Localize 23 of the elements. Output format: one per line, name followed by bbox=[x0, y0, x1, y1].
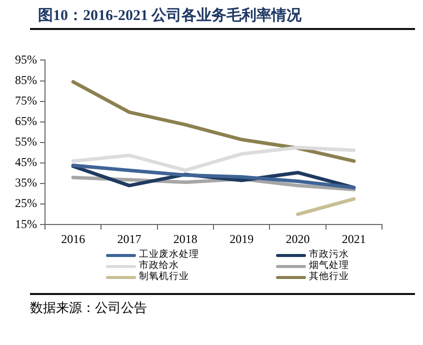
legend-label: 烟气处理 bbox=[309, 261, 349, 271]
x-tick-label: 2016 bbox=[61, 232, 86, 246]
y-tick-label: 65% bbox=[14, 114, 37, 128]
legend-label: 其他行业 bbox=[309, 272, 349, 283]
y-tick-label: 25% bbox=[14, 196, 37, 210]
legend-label: 工业废水处理 bbox=[139, 250, 199, 260]
x-tick-label: 2017 bbox=[117, 232, 142, 246]
y-tick-label: 55% bbox=[14, 134, 37, 149]
source-note: 数据来源：公司公告 bbox=[30, 295, 415, 317]
legend-label: 制氧机行业 bbox=[139, 272, 189, 283]
y-tick-label: 45% bbox=[14, 155, 37, 170]
y-tick-label: 75% bbox=[14, 93, 37, 108]
y-tick-label: 95% bbox=[14, 52, 37, 66]
x-tick-label: 2020 bbox=[286, 232, 310, 246]
x-tick-label: 2021 bbox=[342, 232, 366, 246]
legend-label: 市政污水 bbox=[309, 250, 349, 260]
x-tick-label: 2018 bbox=[173, 232, 198, 246]
y-tick-label: 85% bbox=[14, 72, 37, 87]
chart-title: 图10：2016-2021 公司各业务毛利率情况 bbox=[38, 8, 302, 24]
x-tick-label: 2019 bbox=[230, 232, 254, 246]
legend-label: 市政给水 bbox=[139, 261, 179, 271]
y-tick-label: 15% bbox=[14, 216, 37, 231]
y-tick-label: 35% bbox=[14, 176, 37, 190]
